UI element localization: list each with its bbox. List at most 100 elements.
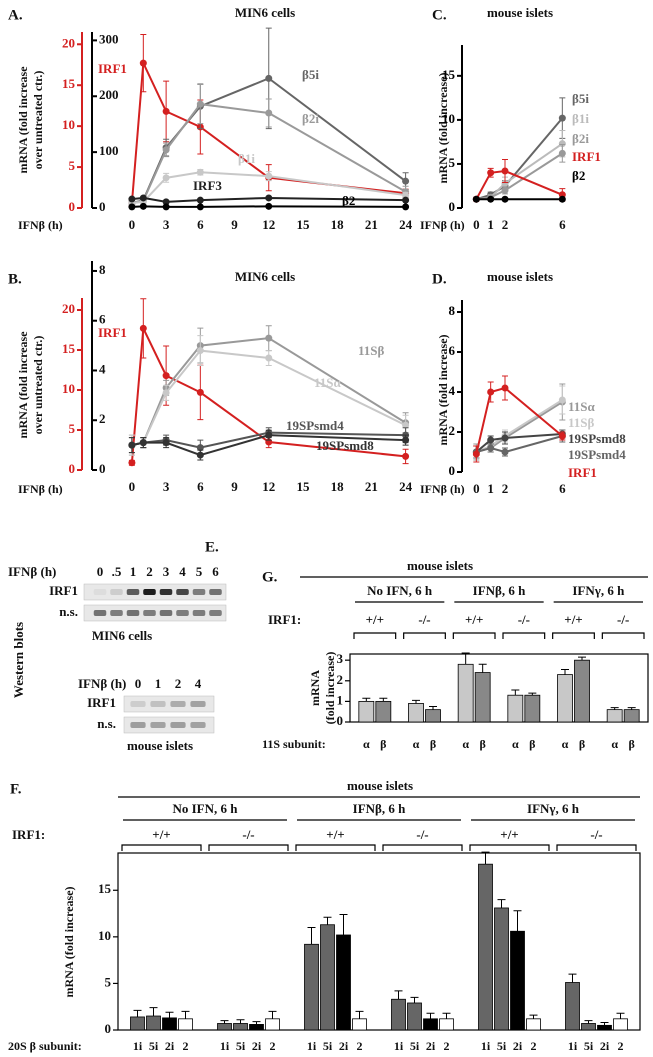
error-bar: [627, 707, 636, 710]
y-axis-label: mRNA (fold increase: [16, 66, 30, 174]
y-tick-label: 0: [69, 199, 76, 214]
x-tick-label: 3: [163, 217, 170, 232]
category-label: -/-: [518, 612, 530, 627]
category-bracket: [295, 844, 376, 851]
category-label: -/-: [242, 827, 254, 842]
error-bar: [412, 699, 420, 704]
bar-label: 5i: [323, 1039, 333, 1053]
time-label: IFNβ (h): [8, 564, 56, 579]
time-point: 0: [97, 564, 104, 579]
bar-label: 2: [183, 1039, 189, 1053]
data-point: [196, 451, 204, 459]
bar-label: β: [629, 737, 635, 751]
bar: [597, 1024, 612, 1031]
bar-label: β: [480, 737, 486, 751]
x-tick-label: 24: [399, 479, 413, 494]
bar-label: 2i: [252, 1039, 262, 1053]
y-tick-label: 4: [449, 383, 456, 398]
y-tick-label: 0: [69, 461, 76, 476]
panel-label: E.: [205, 539, 219, 555]
time-point: 1: [130, 564, 137, 579]
x-tick-label: 0: [473, 481, 480, 496]
chart-title: mouse islets: [347, 778, 413, 793]
x-tick-label: 12: [262, 217, 275, 232]
blot-band: [93, 610, 107, 616]
y2-tick-label: 0: [99, 461, 106, 476]
y2-tick-label: 2: [99, 411, 106, 426]
data-point: [128, 195, 136, 203]
bar-label: α: [611, 737, 618, 751]
blot-band: [150, 701, 166, 707]
category-label: +/+: [366, 612, 384, 627]
data-point: [128, 203, 136, 211]
y-tick-label: 2: [449, 423, 456, 438]
chart-title: mouse islets: [407, 558, 473, 573]
error-bar: [220, 1020, 229, 1024]
category-label: +/+: [500, 827, 518, 842]
panel-label: G.: [262, 569, 278, 585]
bar: [352, 1018, 367, 1031]
y-axis-label: mRNA: [308, 670, 322, 706]
data-point: [558, 149, 566, 157]
chart-title: MIN6 cells: [235, 269, 295, 284]
error-bar: [379, 697, 388, 702]
series-label: β2: [342, 193, 355, 208]
bar: [494, 907, 509, 1031]
data-point: [265, 202, 273, 210]
y-tick-label: 10: [442, 111, 455, 126]
data-point: [402, 452, 410, 460]
series-line: [475, 433, 563, 453]
time-point: 3: [163, 564, 170, 579]
bar-label: 2i: [600, 1039, 610, 1053]
panel-label: F.: [10, 781, 22, 797]
series-line: [475, 386, 563, 455]
category-bracket: [208, 844, 289, 851]
data-point: [139, 202, 147, 210]
data-point: [265, 354, 273, 362]
panel-label: C.: [432, 7, 447, 23]
category-bracket: [556, 844, 637, 851]
category-bracket: [452, 632, 496, 639]
data-point: [139, 439, 147, 447]
bar-label: 1i: [220, 1039, 230, 1053]
x-tick-label: 6: [559, 217, 566, 232]
bar: [336, 934, 351, 1031]
chart-title: MIN6 cells: [235, 5, 295, 20]
series-line: [476, 117, 564, 201]
series-line: [130, 324, 406, 463]
data-point: [487, 388, 495, 396]
data-point: [196, 444, 204, 452]
x-tick-label: 24: [399, 217, 413, 232]
time-point: 4: [195, 676, 202, 691]
blot-membrane: [123, 716, 215, 734]
y-tick-label: 20: [62, 301, 75, 316]
group-label: IFNβ, 6 h: [473, 583, 526, 598]
blot-caption: mouse islets: [127, 738, 193, 753]
blot-row-label: IRF1: [49, 583, 78, 598]
time-point: 1: [155, 676, 162, 691]
y-tick-label: 20: [62, 35, 75, 50]
data-point: [487, 195, 495, 203]
error-bar: [165, 1011, 174, 1018]
bar: [478, 863, 493, 1031]
blot-band: [93, 589, 107, 595]
blot-band: [110, 589, 123, 595]
bar: [391, 998, 406, 1031]
error-bar: [181, 1010, 190, 1019]
blot-band: [190, 701, 206, 707]
bar: [423, 1018, 438, 1031]
category-bracket: [601, 632, 645, 639]
x-tick-label: 15: [296, 479, 310, 494]
time-point: 5: [196, 564, 203, 579]
error-bar: [481, 851, 490, 865]
error-bar: [355, 1010, 364, 1019]
bar-label: 5i: [236, 1039, 246, 1053]
bar-label: 5i: [410, 1039, 420, 1053]
bar: [510, 930, 525, 1031]
x-tick-label: 18: [331, 217, 345, 232]
blot-membrane: [123, 695, 215, 713]
category-label: +/+: [152, 827, 170, 842]
error-bar: [426, 1012, 435, 1019]
data-point: [265, 334, 273, 342]
y-tick-label: 5: [69, 421, 76, 436]
